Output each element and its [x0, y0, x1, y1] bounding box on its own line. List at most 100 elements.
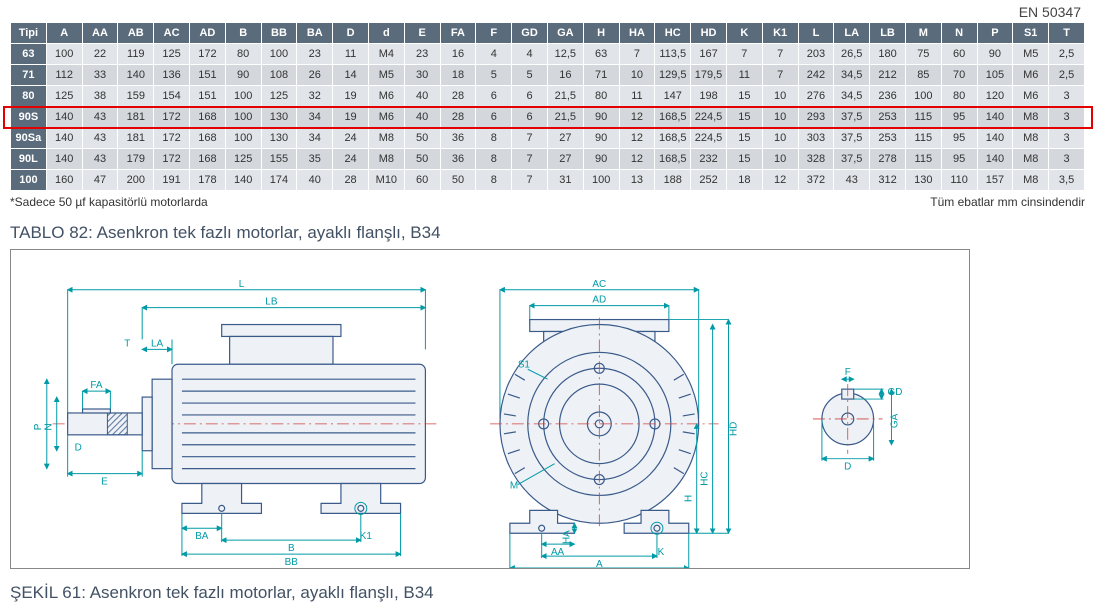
row-90L: 90L140431791721681251553524M850368727901…	[11, 149, 1085, 170]
dim-label-AD: AD	[592, 295, 606, 306]
cell: 27	[547, 149, 583, 170]
cell: 16	[547, 65, 583, 86]
cell: 27	[547, 128, 583, 149]
col-BB: BB	[261, 23, 297, 44]
cell: 108	[261, 65, 297, 86]
cell: 90	[583, 149, 619, 170]
dim-label-BA: BA	[195, 531, 209, 542]
cell: 372	[798, 170, 834, 191]
cell: 40	[404, 86, 440, 107]
cell: 3	[1049, 86, 1085, 107]
standard-label: EN 50347	[10, 4, 1085, 20]
cell: 188	[655, 170, 691, 191]
col-K: K	[726, 23, 762, 44]
cell: 129,5	[655, 65, 691, 86]
dim-label-F: F	[845, 367, 851, 378]
cell: 8	[476, 128, 512, 149]
col-B: B	[225, 23, 261, 44]
cell: 43	[834, 170, 870, 191]
cell: 90	[583, 107, 619, 128]
cell: 4	[476, 44, 512, 65]
cell: 115	[905, 128, 941, 149]
cell: 2,5	[1049, 65, 1085, 86]
cell: 7	[512, 128, 548, 149]
cell: 90	[583, 128, 619, 149]
cell: 252	[691, 170, 727, 191]
cell: 191	[154, 170, 190, 191]
col-GD: GD	[512, 23, 548, 44]
cell: 7	[762, 65, 798, 86]
cell: 90L	[11, 149, 47, 170]
row-71: 7111233140136151901082614M53018551671101…	[11, 65, 1085, 86]
cell: 224,5	[691, 128, 727, 149]
cell: 60	[404, 170, 440, 191]
cell: 21,5	[547, 86, 583, 107]
cell: 14	[333, 65, 369, 86]
dim-label-HD: HD	[728, 422, 739, 436]
cell: 212	[870, 65, 906, 86]
cell: 155	[261, 149, 297, 170]
col-AC: AC	[154, 23, 190, 44]
cell: 6	[512, 86, 548, 107]
table-caption: TABLO 82: Asenkron tek fazlı motorlar, a…	[10, 223, 1085, 243]
cell: 140	[225, 170, 261, 191]
col-BA: BA	[297, 23, 333, 44]
cell: 26	[297, 65, 333, 86]
cell: 10	[762, 128, 798, 149]
cell: M5	[1013, 44, 1049, 65]
cell: 35	[297, 149, 333, 170]
cell: M8	[1013, 149, 1049, 170]
cell: 11	[333, 44, 369, 65]
cell: 140	[46, 107, 82, 128]
cell: 236	[870, 86, 906, 107]
cell: M8	[368, 149, 404, 170]
cell: M6	[368, 86, 404, 107]
row-80: 80125381591541511001253219M640286621,580…	[11, 86, 1085, 107]
cell: 168	[189, 149, 225, 170]
cell: 125	[225, 149, 261, 170]
cell: 168	[189, 107, 225, 128]
cell: 28	[440, 107, 476, 128]
dim-label-AC: AC	[592, 279, 606, 290]
table-footnotes: *Sadece 50 µf kapasitörlü motorlarda Tüm…	[10, 195, 1085, 209]
cell: 12	[619, 149, 655, 170]
cell: 100	[905, 86, 941, 107]
cell: 95	[941, 149, 977, 170]
cell: 40	[404, 107, 440, 128]
cell: 181	[118, 107, 154, 128]
col-F: F	[476, 23, 512, 44]
cell: 8	[476, 149, 512, 170]
cell: 7	[762, 44, 798, 65]
dim-label-FA: FA	[90, 380, 103, 391]
cell: 130	[261, 128, 297, 149]
cell: M8	[1013, 128, 1049, 149]
row-63: 6310022119125172801002311M423164412,5637…	[11, 44, 1085, 65]
cell: 253	[870, 128, 906, 149]
cell: 2,5	[1049, 44, 1085, 65]
cell: 328	[798, 149, 834, 170]
cell: 24	[333, 149, 369, 170]
col-HA: HA	[619, 23, 655, 44]
dim-label-E: E	[101, 477, 108, 488]
cell: 120	[977, 86, 1013, 107]
cell: 312	[870, 170, 906, 191]
cell: 293	[798, 107, 834, 128]
cell: 22	[82, 44, 118, 65]
cell: 172	[154, 107, 190, 128]
col-A: A	[46, 23, 82, 44]
cell: 276	[798, 86, 834, 107]
cell: 180	[870, 44, 906, 65]
cell: 50	[440, 170, 476, 191]
col-AA: AA	[82, 23, 118, 44]
cell: 5	[476, 65, 512, 86]
cell: 34,5	[834, 65, 870, 86]
cell: 303	[798, 128, 834, 149]
cell: 80	[941, 86, 977, 107]
cell: 43	[82, 149, 118, 170]
footnote-right: Tüm ebatlar mm cinsindendir	[930, 195, 1085, 209]
cell: 112	[46, 65, 82, 86]
cell: 203	[798, 44, 834, 65]
cell: 168	[189, 128, 225, 149]
cell: 10	[762, 149, 798, 170]
cell: 125	[46, 86, 82, 107]
